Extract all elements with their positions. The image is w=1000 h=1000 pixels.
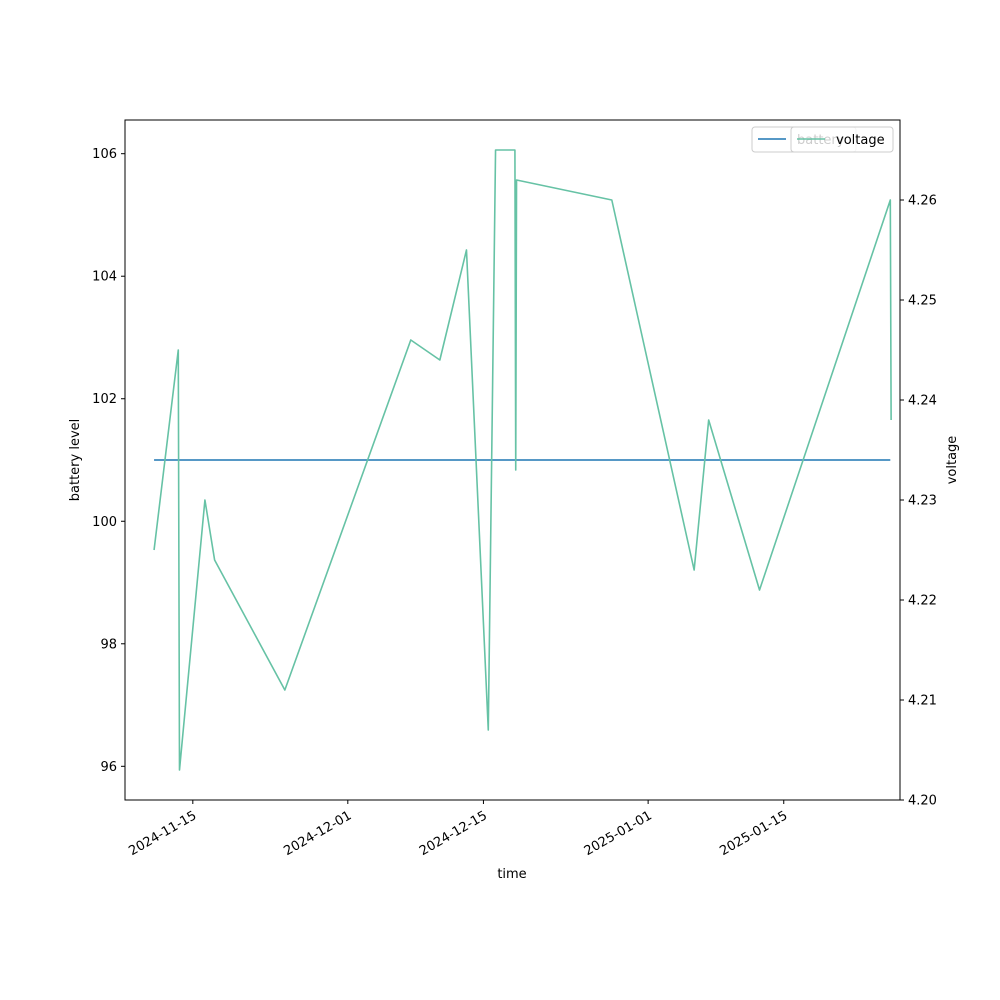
right-y-tick-label: 4.25 xyxy=(908,294,937,309)
x-tick-label: 2024-12-01 xyxy=(281,808,354,859)
left-y-tick-label: 106 xyxy=(92,147,117,162)
legend-voltage-box xyxy=(790,126,894,153)
right-y-tick-label: 4.22 xyxy=(908,594,937,609)
right-y-tick-label: 4.26 xyxy=(908,194,937,209)
left-y-tick-label: 100 xyxy=(92,515,117,530)
left-y-tick-label: 96 xyxy=(100,760,117,775)
x-axis-ticks: 2024-11-15 2024-12-01 2024-12-15 2025-01-01… xyxy=(126,800,790,859)
left-y-axis-ticks: 96 98 100 102 104 106 xyxy=(92,147,125,775)
left-y-tick-label: 104 xyxy=(92,270,117,285)
series-line-voltage xyxy=(153,149,892,771)
right-y-tick-label: 4.21 xyxy=(908,694,937,709)
x-tick-label: 2024-12-15 xyxy=(417,808,490,859)
x-tick-label: 2025-01-01 xyxy=(582,808,655,859)
x-tick-label: 2025-01-15 xyxy=(717,808,790,859)
x-tick-label: 2024-11-15 xyxy=(126,808,199,859)
left-y-axis-label: battery level xyxy=(68,419,83,502)
x-axis-label: time xyxy=(497,867,526,882)
left-y-tick-label: 102 xyxy=(92,392,117,407)
right-y-tick-label: 4.24 xyxy=(908,394,937,409)
legend-voltage-label: voltage xyxy=(836,133,885,148)
plot-frame xyxy=(124,119,901,801)
right-y-axis-label: voltage xyxy=(945,436,960,485)
right-y-axis-ticks: 4.20 4.21 4.22 4.23 4.24 4.25 4.26 xyxy=(900,194,937,809)
plot-lines xyxy=(153,149,892,771)
right-y-tick-label: 4.23 xyxy=(908,494,937,509)
left-y-tick-label: 98 xyxy=(100,637,117,652)
legend-voltage: voltage xyxy=(790,126,894,153)
right-y-tick-label: 4.20 xyxy=(908,794,937,809)
